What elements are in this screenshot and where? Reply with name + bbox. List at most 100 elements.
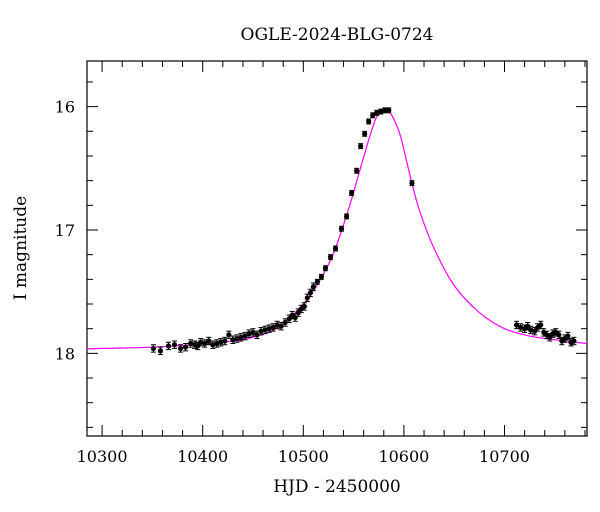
data-marker [304, 295, 310, 301]
data-point [354, 167, 360, 174]
data-point [202, 339, 208, 348]
data-point [513, 320, 520, 330]
model-curve [86, 109, 588, 350]
data-point [409, 180, 415, 187]
data-marker [238, 334, 244, 340]
data-marker [301, 303, 307, 310]
data-marker [157, 348, 164, 354]
data-marker [218, 339, 224, 345]
data-point [338, 225, 345, 232]
x-axis-label: HJD - 2450000 [273, 477, 401, 497]
data-marker [274, 322, 280, 328]
data-marker [210, 342, 216, 348]
data-marker [378, 108, 384, 115]
data-marker [318, 274, 325, 280]
tick-labels: 10300 10400 10500 10600 10700 16 17 18 [55, 98, 530, 466]
data-point [310, 282, 316, 291]
data-marker [354, 168, 360, 174]
x-tick-label: 10700 [479, 447, 530, 466]
data-point [532, 326, 538, 336]
data-marker [362, 131, 368, 137]
data-marker [370, 112, 376, 118]
data-marker [343, 213, 350, 220]
data-point [327, 254, 334, 261]
data-marker [292, 314, 298, 321]
data-marker [230, 337, 236, 343]
data-marker [262, 327, 268, 333]
data-marker [278, 323, 284, 329]
data-point [206, 336, 212, 346]
data-marker [177, 345, 184, 352]
data-point [318, 273, 325, 280]
data-point [246, 329, 252, 338]
y-axis-label: I magnitude [11, 196, 31, 300]
data-marker [150, 345, 156, 352]
data-marker [250, 329, 256, 335]
data-point [322, 265, 329, 272]
y-tick-label: 18 [55, 344, 75, 363]
data-marker [198, 339, 204, 345]
x-tick-label: 10300 [77, 447, 128, 466]
data-point [301, 302, 307, 311]
data-marker [366, 118, 372, 125]
data-point [362, 130, 368, 137]
x-tick-label: 10500 [278, 447, 329, 466]
data-marker [409, 180, 415, 186]
data-point [238, 333, 244, 342]
x-tick-label: 10600 [378, 447, 429, 466]
data-marker [258, 328, 264, 334]
data-point [258, 326, 264, 336]
data-point [242, 331, 248, 341]
data-points [150, 107, 577, 356]
data-point [314, 278, 320, 285]
data-point [358, 143, 364, 150]
data-marker [307, 290, 313, 296]
data-marker [295, 310, 301, 316]
data-marker [538, 322, 544, 328]
data-marker [188, 340, 194, 347]
data-point [266, 324, 272, 333]
data-marker [165, 343, 172, 349]
data-marker [532, 328, 538, 334]
data-marker [246, 331, 252, 337]
data-marker [513, 322, 520, 328]
data-point [270, 323, 276, 332]
data-marker [270, 324, 276, 331]
data-marker [222, 338, 228, 344]
data-marker [327, 254, 334, 260]
data-point [518, 323, 524, 332]
data-point [304, 293, 310, 303]
data-marker [565, 333, 571, 339]
data-marker [234, 335, 240, 342]
data-point [307, 288, 313, 298]
data-point [230, 335, 236, 344]
data-point [182, 342, 189, 352]
data-point [226, 330, 232, 340]
y-tick-label: 17 [55, 221, 75, 240]
data-point [286, 314, 292, 324]
data-marker [386, 107, 392, 113]
data-marker [518, 324, 524, 331]
data-point [210, 340, 216, 349]
data-point [278, 322, 284, 331]
data-marker [338, 226, 345, 232]
data-point [550, 329, 556, 338]
data-point [218, 338, 224, 347]
data-point [386, 107, 392, 114]
data-point [378, 108, 384, 115]
data-marker [556, 332, 562, 338]
data-point [332, 245, 339, 252]
data-point [165, 341, 172, 351]
data-marker [310, 284, 316, 290]
plot-frame [86, 60, 588, 437]
data-point [177, 344, 184, 353]
data-marker [525, 323, 531, 329]
data-marker [195, 343, 201, 349]
data-marker [322, 265, 329, 271]
chart-title: OGLE-2024-BLG-0724 [241, 25, 434, 45]
data-point [528, 325, 534, 335]
data-marker [382, 107, 388, 113]
data-point [157, 346, 164, 356]
data-marker [214, 340, 220, 347]
